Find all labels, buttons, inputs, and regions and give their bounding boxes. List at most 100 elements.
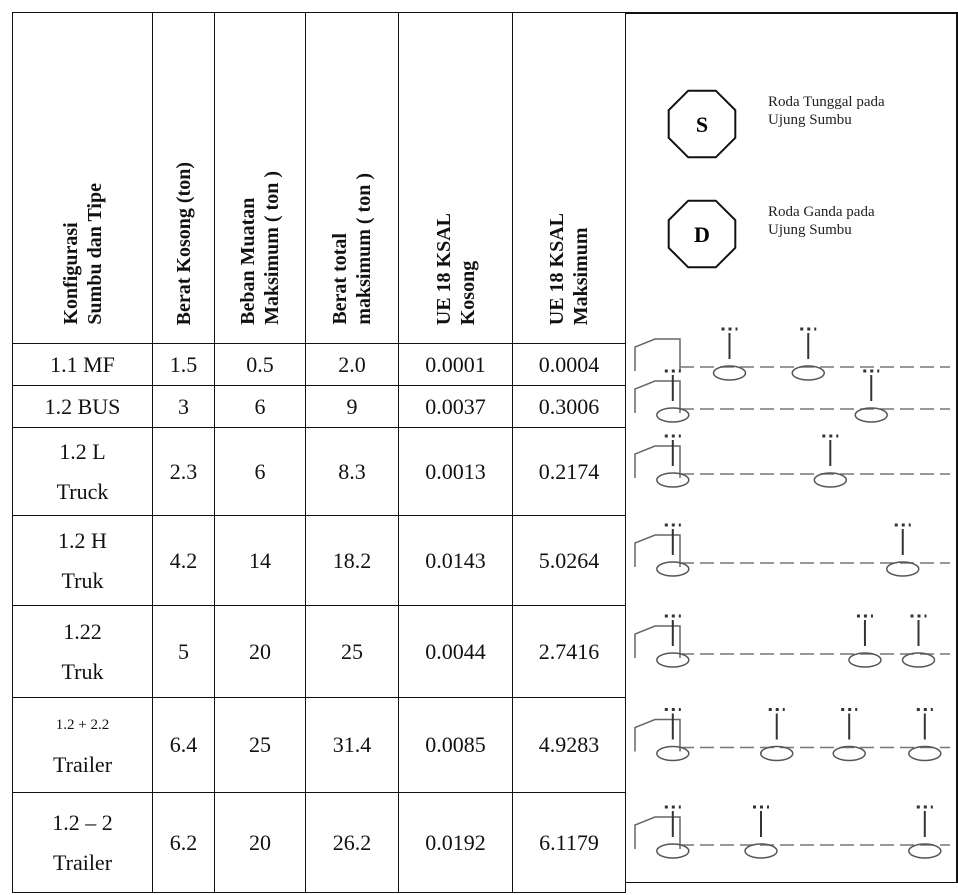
legend-octagon [667,89,737,159]
header-line: UE 18 KSAL [546,212,568,325]
wheel [760,745,794,762]
value-cell: 1.5 [152,343,215,386]
cab-outline [634,534,681,567]
value-cell: 6 [214,427,306,516]
header-line: UE 18 KSAL [432,212,455,325]
value-cell: 5.0264 [512,515,626,606]
value-cell: 6.4 [152,697,215,793]
truck-sketch [634,523,950,577]
config-line: 1.2 – 2 [52,809,113,835]
truck-sketch [634,614,950,668]
cab-outline [634,380,681,413]
value-cell: 18.2 [305,515,399,606]
config-line: 1.2 L [59,438,106,464]
value-cell: 20 [214,792,306,893]
wheel [656,561,690,577]
wheel [656,652,690,668]
column-header: UE 18 KSAL Maksimum [512,12,626,344]
value-cell: 3 [152,385,215,428]
axle-table: Konfigurasi Sumbu dan Tipe Berat Kosong (t… [12,12,626,893]
value-cell: 2.3 [152,427,215,516]
config-line: Truck [56,478,109,504]
image-panel: S Roda Tunggal pada Ujung Sumbu D Roda Ganda… [625,12,958,883]
value-cell: 0.0037 [398,385,513,428]
cab-outline [634,338,681,371]
cab-outline [634,445,681,478]
wheel [901,652,936,668]
config-line: Truk [61,658,104,684]
config-cell: 1.2 L Truck [12,427,153,516]
cab-outline [634,816,681,849]
config-line: Trailer [52,849,113,875]
config-cell: 1.2 – 2 Trailer [12,792,153,893]
table-row: 1.2 + 2.2 Trailer 6.4 25 31.4 0.0085 4.9283 [12,697,626,793]
config-line: Trailer [52,752,113,777]
config-cell: 1.2 BUS [12,385,153,428]
config-cell: 1.1 MF [12,343,153,386]
column-header: Konfigurasi Sumbu dan Tipe [12,12,153,344]
value-cell: 20 [214,605,306,698]
value-cell: 2.7416 [512,605,626,698]
column-header: Berat Kosong (ton) [152,12,215,344]
value-cell: 4.9283 [512,697,626,793]
value-cell: 8.3 [305,427,399,516]
legend-symbol: S [696,112,708,137]
legend-octagon [667,199,737,269]
wheel [791,365,825,381]
value-cell: 0.0044 [398,605,513,698]
table-row: 1.22 Truk 5 20 25 0.0044 2.7416 [12,605,626,698]
wheel [744,843,778,859]
legend-symbol: D [694,222,710,247]
header-line: Maksimum [570,227,592,325]
value-cell: 6.2 [152,792,215,893]
header-line: Sumbu dan Tipe [83,183,106,325]
table-row: 1.2 BUS 3 6 9 0.0037 0.3006 [12,385,626,428]
header-line: Beban Muatan [237,197,259,325]
value-cell: 0.0004 [512,343,626,386]
value-cell: 0.0001 [398,343,513,386]
value-cell: 0.5 [214,343,306,386]
value-cell: 5 [152,605,215,698]
value-cell: 0.0085 [398,697,513,793]
column-header: Berat total maksimum ( ton ) [305,12,399,344]
truck-sketch [634,369,950,423]
value-cell: 31.4 [305,697,399,793]
truck-sketch [634,708,950,762]
wheel [908,843,942,859]
truck-sketch [634,327,950,381]
value-cell: 25 [214,697,306,793]
config-cell: 1.2 + 2.2 Trailer [12,697,153,793]
truck-drawings: S Roda Tunggal pada Ujung Sumbu D Roda Ganda… [634,89,950,859]
table-body: 1.1 MF 1.5 0.5 2.0 0.0001 0.0004 1.2 BUS 3 6 9 0.0… [12,343,626,893]
wheel [854,407,888,423]
table-row: 1.2 – 2 Trailer 6.2 20 26.2 0.0192 6.1179 [12,792,626,893]
value-cell: 26.2 [305,792,399,893]
truck-sketch [634,434,950,488]
header-text: Konfigurasi Sumbu dan Tipe [59,183,107,325]
config-line: 1.2 BUS [44,393,121,419]
header-line: Konfigurasi [59,222,82,325]
header-row: Konfigurasi Sumbu dan Tipe Berat Kosong (t… [12,12,626,344]
config-line: 1.2 + 2.2 [55,717,110,733]
cab-outline [634,718,681,752]
wheel [848,652,882,668]
legend-text: Ujung Sumbu [768,112,852,128]
wheel [656,472,690,488]
wheel [712,365,747,381]
truck-sketch [634,805,950,859]
config-cell: 1.22 Truk [12,605,153,698]
column-header: UE 18 KSAL Kosong [398,12,513,344]
header-line: Berat total [329,233,351,325]
header-text: UE 18 KSAL Maksimum [545,213,593,325]
value-cell: 6.1179 [512,792,626,893]
header-line: Kosong [456,260,479,325]
value-cell: 2.0 [305,343,399,386]
value-cell: 0.2174 [512,427,626,516]
header-line: Berat Kosong (ton) [172,161,195,325]
header-text: Berat Kosong (ton) [172,162,196,325]
header-line: Maksimum ( ton ) [261,171,283,325]
value-cell: 9 [305,385,399,428]
header-text: Berat total maksimum ( ton ) [328,173,376,325]
config-cell: 1.2 H Truk [12,515,153,606]
